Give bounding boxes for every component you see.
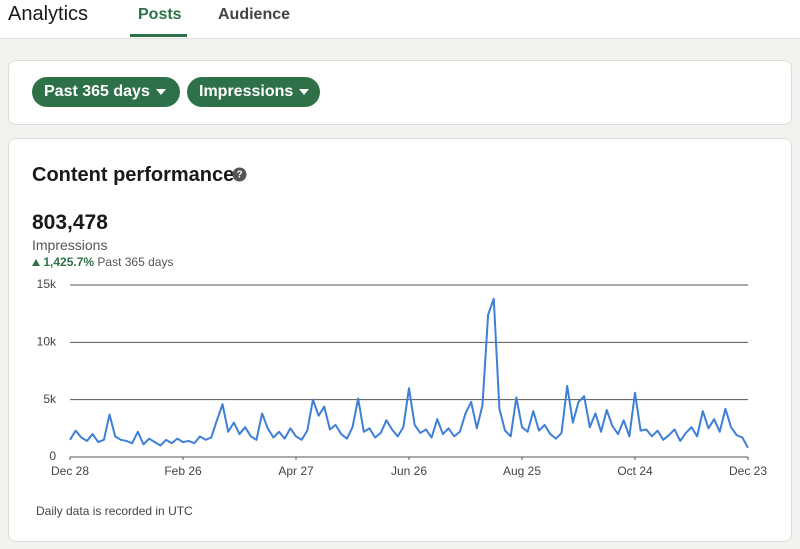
- help-icon[interactable]: ?: [232, 167, 247, 182]
- tab[interactable]: Audience: [218, 6, 291, 23]
- x-tick-label: Feb 26: [164, 464, 202, 478]
- y-tick-label: 15k: [37, 277, 57, 291]
- caret: [155, 88, 166, 95]
- filter-button[interactable]: Past 365 days: [32, 77, 180, 107]
- filter-button[interactable]: Impressions: [187, 77, 320, 107]
- y-tick-label: 0: [49, 449, 56, 463]
- footnote: Daily data is recorded in UTC: [36, 504, 193, 518]
- total: 803,478: [32, 211, 108, 234]
- line: [69, 297, 749, 449]
- up-arrow: [32, 259, 40, 266]
- x-tick-label: Jun 26: [391, 464, 427, 478]
- filter-label: Past 365 days: [44, 83, 150, 100]
- tab-underline: [130, 34, 187, 37]
- header: Analytics Posts Audience: [0, 0, 800, 39]
- card-title: Content performance: [32, 164, 235, 186]
- change: 1,425.7%: [43, 255, 95, 269]
- x-tick-label: Dec 23: [729, 464, 767, 478]
- x-tick-label: Apr 27: [278, 464, 314, 478]
- svg-text:?: ?: [236, 170, 242, 181]
- caret: [299, 88, 310, 95]
- y-tick-label: 5k: [43, 392, 57, 406]
- x-tick-label: Dec 28: [51, 464, 89, 478]
- tab[interactable]: Posts: [138, 6, 182, 23]
- performance-card: [8, 138, 792, 542]
- chart: 0 5k 10k 15k Dec 28 Feb 26 Apr 27 Jun 26 Aug 25 O…: [37, 277, 768, 478]
- y-tick-label: 10k: [37, 335, 57, 349]
- x-tick-label: Oct 24: [617, 464, 653, 478]
- page-title: Analytics: [8, 3, 89, 25]
- filter-label: Impressions: [199, 83, 294, 100]
- x-tick-label: Aug 25: [503, 464, 541, 478]
- period: Past 365 days: [97, 255, 174, 269]
- metric-label: Impressions: [32, 237, 108, 253]
- change-row: 1,425.7% Past 365 days: [32, 255, 173, 269]
